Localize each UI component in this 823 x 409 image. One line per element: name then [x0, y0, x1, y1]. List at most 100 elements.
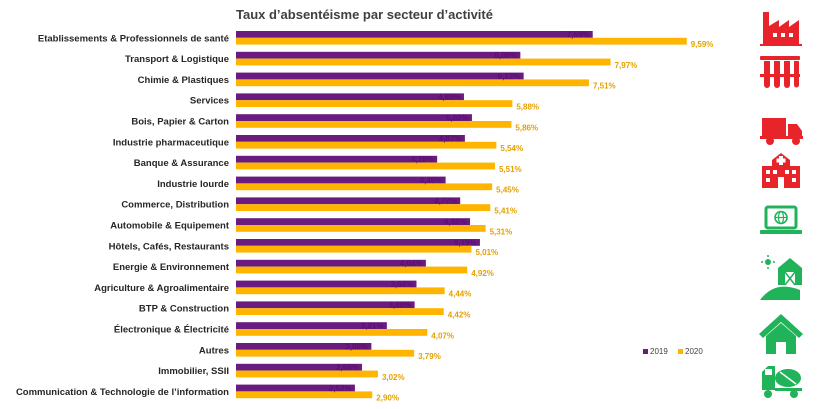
bar-2020	[236, 58, 611, 66]
bar-2019	[236, 155, 438, 163]
legend-label-2019: 2019	[650, 347, 668, 356]
legend-swatch-2020	[678, 349, 683, 354]
value-label-2019: 4,98%	[444, 218, 467, 227]
value-label-2020: 5,41%	[494, 207, 517, 216]
value-label-2019: 7,59%	[567, 30, 590, 39]
legend: 2019 2020	[643, 347, 703, 356]
bar-2020	[236, 266, 468, 274]
value-label-2020: 7,51%	[593, 82, 616, 91]
value-label-2020: 9,59%	[691, 40, 714, 49]
value-label-2019: 2,68%	[336, 363, 359, 372]
value-label-2020: 5,54%	[500, 144, 523, 153]
value-label-2019: 6,12%	[498, 72, 521, 81]
value-label-2020: 5,01%	[475, 248, 498, 257]
bar-2019	[236, 239, 480, 246]
value-label-2020: 5,86%	[515, 123, 538, 132]
value-label-2019: 2,88%	[345, 342, 368, 351]
bar-2020	[236, 37, 687, 45]
bar-2020	[236, 162, 495, 170]
value-label-2019: 4,04%	[400, 259, 423, 268]
category-label: Etablissements & Professionnels de santé	[38, 33, 229, 44]
category-label: BTP & Construction	[139, 304, 229, 315]
bar-2020	[236, 141, 497, 149]
bar-2019	[236, 93, 464, 101]
factory-icon	[760, 12, 802, 46]
bar-2020	[236, 287, 445, 295]
bar-2020	[236, 329, 428, 336]
category-label: Automobile & Equipement	[110, 221, 230, 232]
value-label-2020: 3,79%	[418, 352, 441, 361]
value-label-2019: 4,85%	[438, 93, 461, 102]
bar-2020	[236, 225, 486, 232]
test-tubes-icon	[760, 56, 800, 88]
category-label: Banque & Assurance	[134, 158, 229, 169]
bar-2020	[236, 204, 491, 211]
bar-2019	[236, 280, 417, 288]
value-label-2020: 5,88%	[516, 103, 539, 112]
value-label-2019: 5,02%	[446, 114, 469, 123]
bar-2019	[236, 114, 472, 121]
bar-2019	[236, 135, 465, 142]
bar-2019	[236, 363, 362, 371]
value-label-2020: 5,51%	[499, 165, 522, 174]
category-label: Transport & Logistique	[125, 54, 229, 65]
bar-2020	[236, 370, 378, 378]
value-label-2020: 3,02%	[382, 373, 405, 382]
legend-swatch-2019	[643, 349, 648, 354]
value-label-2019: 4,87%	[439, 134, 462, 143]
bar-2020	[236, 349, 415, 357]
value-label-2019: 2,53%	[329, 384, 352, 393]
laptop-globe-icon	[760, 205, 802, 234]
category-label: Agriculture & Agroalimentaire	[94, 283, 229, 294]
hospital-icon	[762, 153, 800, 188]
bar-2019	[236, 197, 461, 205]
bar-2019	[236, 176, 446, 184]
value-label-2020: 4,44%	[449, 290, 472, 299]
value-label-2019: 5,19%	[454, 238, 477, 247]
category-label: Commerce, Distribution	[121, 200, 229, 211]
value-label-2019: 3,21%	[361, 322, 384, 331]
value-label-2019: 4,77%	[434, 197, 457, 206]
truck-icon	[760, 118, 803, 145]
value-label-2020: 4,92%	[471, 269, 494, 278]
bar-2019	[236, 322, 387, 329]
value-label-2020: 5,31%	[490, 227, 513, 236]
category-label: Energie & Environnement	[113, 262, 230, 273]
chart-title: Taux d’absentéisme par secteur d’activit…	[236, 7, 493, 22]
bar-2019	[236, 218, 471, 225]
value-label-2020: 4,42%	[448, 311, 471, 320]
bar-2019	[236, 384, 355, 392]
cement-truck-icon	[762, 366, 802, 398]
category-label: Industrie lourde	[157, 179, 229, 190]
value-label-2020: 4,07%	[431, 331, 454, 340]
value-label-2019: 3,84%	[390, 280, 413, 289]
bar-2019	[236, 259, 426, 267]
category-labels: Etablissements & Professionnels de santé…	[16, 33, 230, 398]
value-label-2019: 3,80%	[389, 301, 412, 310]
category-label: Électronique & Électricité	[114, 325, 229, 336]
value-label-2020: 7,97%	[615, 61, 638, 70]
value-label-2019: 4,28%	[411, 155, 434, 164]
bar-2019	[236, 343, 372, 350]
bar-2019	[236, 72, 524, 80]
category-label: Autres	[199, 345, 229, 356]
bar-2020	[236, 100, 513, 107]
bar-2020	[236, 391, 373, 399]
value-label-2019: 4,46%	[420, 176, 443, 185]
category-label: Industrie pharmaceutique	[113, 137, 229, 148]
bar-2020	[236, 308, 444, 315]
value-label-2020: 5,45%	[496, 186, 519, 195]
bar-2019	[236, 301, 415, 309]
bar-2019	[236, 51, 521, 59]
house-icon	[759, 314, 803, 354]
value-label-2019: 6,05%	[494, 51, 517, 60]
category-label: Hôtels, Cafés, Restaurants	[109, 241, 229, 252]
bar-2020	[236, 245, 472, 253]
category-label: Chimie & Plastiques	[138, 75, 229, 86]
category-label: Services	[190, 96, 229, 107]
category-label: Bois, Papier & Carton	[131, 117, 229, 128]
bar-2019	[236, 31, 593, 38]
legend-label-2020: 2020	[685, 347, 703, 356]
barn-sun-icon	[760, 255, 802, 300]
